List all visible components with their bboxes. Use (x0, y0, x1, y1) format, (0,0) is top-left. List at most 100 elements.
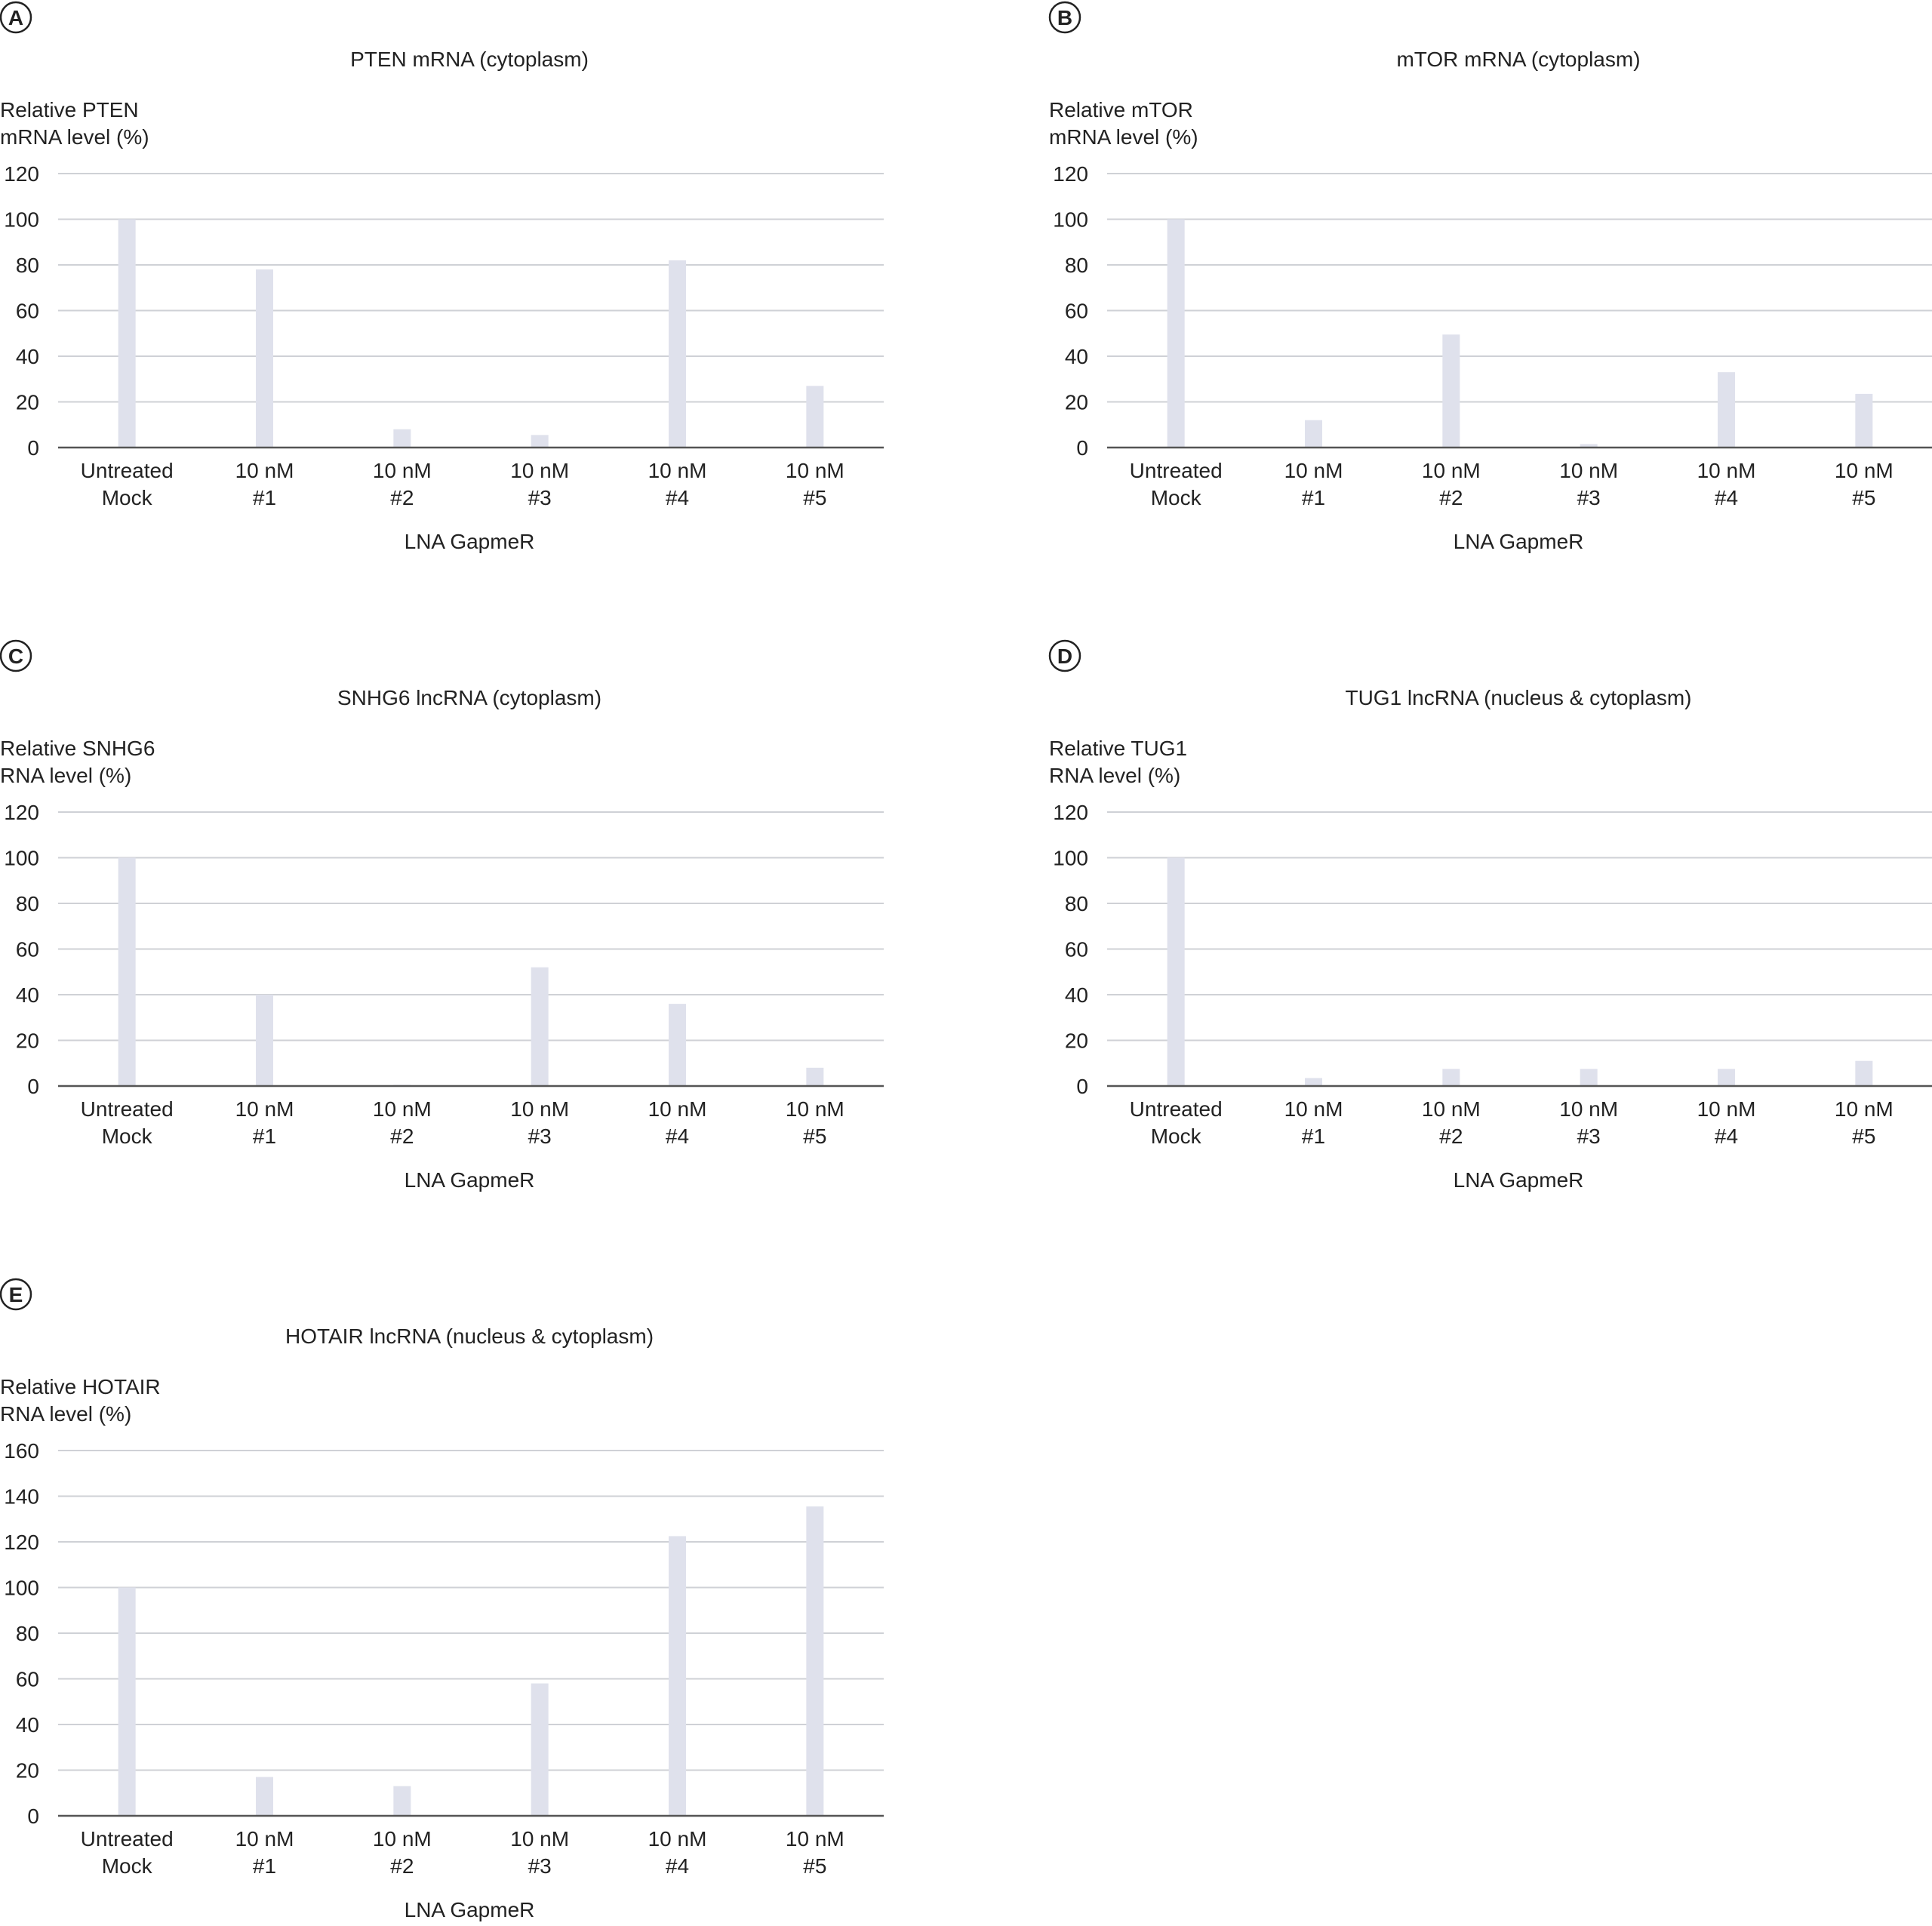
y-tick-label: 20 (16, 391, 39, 414)
bar (531, 967, 549, 1086)
x-tick-label: Untreated (81, 1827, 174, 1851)
y-tick-label: 100 (4, 847, 39, 870)
x-tick-label: 10 nM (648, 1827, 707, 1851)
x-tick-label: 10 nM (1697, 1097, 1756, 1121)
y-axis-label: Relative PTEN (0, 98, 139, 122)
bar (806, 1506, 824, 1816)
x-tick-label: #4 (1715, 486, 1738, 509)
x-tick-label: 10 nM (510, 1097, 569, 1121)
x-tick-label: 10 nM (1284, 1097, 1343, 1121)
x-tick-label: 10 nM (786, 1827, 844, 1851)
y-tick-label: 60 (1065, 938, 1088, 961)
y-tick-label: 40 (1065, 345, 1088, 368)
x-tick-label: #5 (1852, 1125, 1875, 1148)
x-tick-label: 10 nM (1284, 459, 1343, 482)
y-axis-label: mRNA level (%) (1049, 125, 1198, 149)
y-axis-label: RNA level (%) (0, 1402, 131, 1426)
x-axis-label: LNA GapmeR (405, 1898, 535, 1921)
x-tick-label: 10 nM (1835, 1097, 1894, 1121)
bar (806, 1067, 824, 1086)
x-tick-label: #4 (1715, 1125, 1738, 1148)
bar (669, 1536, 686, 1816)
y-tick-label: 60 (16, 300, 39, 323)
x-tick-label: #3 (1577, 486, 1601, 509)
bar (256, 269, 273, 448)
x-tick-label: 10 nM (1835, 459, 1894, 482)
x-tick-label: 10 nM (235, 1827, 294, 1851)
chart-title: mTOR mRNA (cytoplasm) (1396, 48, 1640, 71)
x-tick-label: Mock (102, 486, 153, 509)
panel-letter: C (8, 645, 23, 668)
x-tick-label: 10 nM (648, 459, 707, 482)
y-axis-label: RNA level (%) (0, 764, 131, 787)
y-axis-label: Relative HOTAIR (0, 1375, 161, 1398)
y-tick-label: 100 (4, 1577, 39, 1600)
x-tick-label: Untreated (81, 1097, 174, 1121)
bar (1167, 857, 1185, 1086)
x-tick-label: Mock (102, 1125, 153, 1148)
chart-title: HOTAIR lncRNA (nucleus & cytoplasm) (285, 1325, 654, 1348)
y-tick-label: 80 (16, 892, 39, 915)
chart-title: TUG1 lncRNA (nucleus & cytoplasm) (1345, 686, 1691, 709)
y-tick-label: 20 (1065, 391, 1088, 414)
panel-letter: E (9, 1283, 23, 1306)
x-tick-label: #2 (1439, 486, 1463, 509)
x-tick-label: #1 (1302, 486, 1325, 509)
y-tick-label: 0 (27, 1804, 39, 1828)
x-tick-label: 10 nM (648, 1097, 707, 1121)
x-axis-label: LNA GapmeR (1454, 530, 1584, 553)
bar (1580, 444, 1598, 448)
x-tick-label: #5 (803, 1854, 826, 1878)
x-tick-label: Mock (1151, 486, 1202, 509)
y-tick-label: 100 (4, 208, 39, 232)
y-tick-label: 140 (4, 1485, 39, 1509)
x-tick-label: #3 (1577, 1125, 1601, 1148)
bar (393, 429, 411, 448)
bar (531, 435, 549, 448)
y-axis-label: Relative SNHG6 (0, 737, 155, 760)
chart-panel-c: C SNHG6 lncRNA (cytoplasm) Relative SNHG6 R… (0, 639, 884, 1192)
chart-panel-d: D TUG1 lncRNA (nucleus & cytoplasm) Relati… (1048, 639, 1932, 1192)
y-axis-label: Relative TUG1 (1049, 737, 1187, 760)
y-tick-label: 60 (16, 938, 39, 961)
x-tick-label: #3 (528, 1125, 552, 1148)
y-tick-label: 120 (4, 162, 39, 186)
y-tick-label: 0 (1076, 1075, 1088, 1098)
x-tick-label: #2 (390, 1125, 414, 1148)
x-tick-label: 10 nM (1422, 459, 1481, 482)
x-tick-label: 10 nM (373, 1097, 432, 1121)
bar (669, 260, 686, 448)
bar (1718, 1069, 1735, 1086)
panel-letter-circle (1048, 1, 1081, 34)
x-tick-label: Untreated (81, 459, 174, 482)
x-axis-label: LNA GapmeR (405, 1168, 535, 1192)
bar (669, 1004, 686, 1086)
x-axis-label: LNA GapmeR (405, 530, 535, 553)
bar (393, 1786, 411, 1816)
y-tick-label: 80 (1065, 892, 1088, 915)
y-tick-label: 20 (1065, 1029, 1088, 1053)
x-tick-label: #3 (528, 486, 552, 509)
y-tick-label: 80 (16, 254, 39, 277)
y-axis-label: RNA level (%) (1049, 764, 1180, 787)
x-axis-label: LNA GapmeR (1454, 1168, 1584, 1192)
chart-title: PTEN mRNA (cytoplasm) (350, 48, 589, 71)
y-tick-label: 20 (16, 1759, 39, 1783)
x-tick-label: #5 (1852, 486, 1875, 509)
y-tick-label: 120 (4, 1531, 39, 1554)
bar (256, 1777, 273, 1816)
panel-letter-circle (0, 1, 32, 34)
y-tick-label: 40 (16, 345, 39, 368)
x-tick-label: 10 nM (235, 1097, 294, 1121)
panel-letter: D (1057, 645, 1072, 668)
x-tick-label: 10 nM (373, 1827, 432, 1851)
y-tick-label: 120 (4, 801, 39, 824)
x-tick-label: #5 (803, 486, 826, 509)
bar (118, 857, 136, 1086)
chart-title: SNHG6 lncRNA (cytoplasm) (337, 686, 601, 709)
bar (1855, 1060, 1873, 1086)
x-tick-label: #4 (666, 486, 689, 509)
x-tick-label: 10 nM (786, 1097, 844, 1121)
chart-panel-e: E HOTAIR lncRNA (nucleus & cytoplasm) Rela… (0, 1278, 884, 1921)
